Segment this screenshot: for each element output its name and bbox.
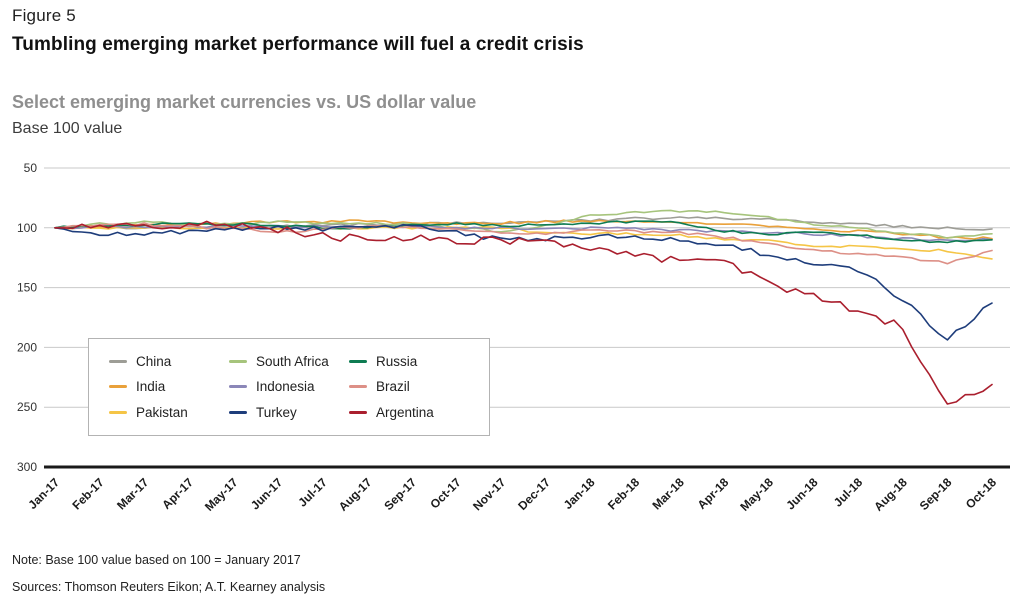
legend-item-argentina: Argentina [349,405,469,420]
y-axis-label: 250 [17,400,37,414]
legend-swatch [349,385,367,389]
y-axis-label: 100 [17,221,37,235]
x-axis-label: Mar-18 [650,475,687,512]
x-axis-label: Feb-17 [69,475,106,512]
x-axis-label: Nov-17 [470,475,508,513]
legend-swatch [109,410,127,414]
y-axis-label: 200 [17,340,37,354]
legend-label: Argentina [376,404,434,420]
figure-label: Figure 5 [12,6,76,25]
legend-label: South Africa [256,354,329,370]
x-axis-label: May-17 [202,475,241,514]
x-axis-label: Jul-17 [295,475,330,510]
legend-item-turkey: Turkey [229,405,349,420]
y-axis-label: 300 [17,460,37,474]
x-axis-label: Dec-17 [515,475,553,513]
series-line-turkey [54,223,993,341]
x-axis-label: Jun-17 [248,475,285,512]
x-axis-label: Aug-17 [336,475,375,514]
x-axis-label: Sep-18 [917,475,955,513]
y-axis-label: 50 [24,161,38,175]
legend-label: Russia [376,354,418,370]
x-axis-label: Aug-18 [871,475,910,514]
axis-unit-label: Base 100 value [12,120,123,137]
legend-swatch [109,360,127,364]
series-line-argentina [54,220,993,405]
legend-label: Pakistan [136,404,188,420]
legend-item-china: China [109,354,229,369]
series-line-russia [54,220,993,244]
x-axis-label: Jun-18 [783,475,820,512]
legend-swatch [109,385,127,389]
legend-label: India [136,379,166,395]
figure-title: Tumbling emerging market performance wil… [12,34,584,55]
y-axis-label: 150 [17,281,37,295]
x-axis-label: Mar-17 [114,475,151,512]
x-axis-label: Apr-17 [159,475,196,512]
x-axis-label: Feb-18 [605,475,642,512]
legend-swatch [229,410,247,414]
x-axis-label: Oct-17 [427,475,464,512]
series-line-indonesia [54,224,993,242]
legend-swatch [349,410,367,414]
x-axis-label: Apr-18 [695,475,732,512]
legend-item-south-africa: South Africa [229,354,349,369]
x-axis-label: Oct-18 [963,475,1000,512]
chart-legend: China India Pakistan South Africa Indonesia T… [88,338,490,436]
legend-item-russia: Russia [349,354,469,369]
legend-label: Turkey [256,404,297,420]
note-text: Note: Base 100 value based on 100 = Janu… [12,553,301,567]
x-axis-label: Jan-18 [561,475,598,512]
chart-subtitle: Select emerging market currencies vs. US… [12,92,477,112]
legend-item-india: India [109,379,229,394]
x-axis-label: May-18 [737,475,776,514]
legend-swatch [229,385,247,389]
legend-item-indonesia: Indonesia [229,379,349,394]
legend-label: China [136,354,172,370]
legend-swatch [229,360,247,364]
x-axis-label: Jan-17 [25,475,62,512]
legend-label: Brazil [376,379,410,395]
series-line-brazil [54,222,993,265]
x-axis-label: Sep-17 [381,475,419,513]
sources-text: Sources: Thomson Reuters Eikon; A.T. Kea… [12,580,326,594]
legend-label: Indonesia [256,379,315,395]
legend-item-pakistan: Pakistan [109,405,229,420]
legend-swatch [349,360,367,364]
legend-item-brazil: Brazil [349,379,469,394]
x-axis-label: Jul-18 [831,475,866,510]
